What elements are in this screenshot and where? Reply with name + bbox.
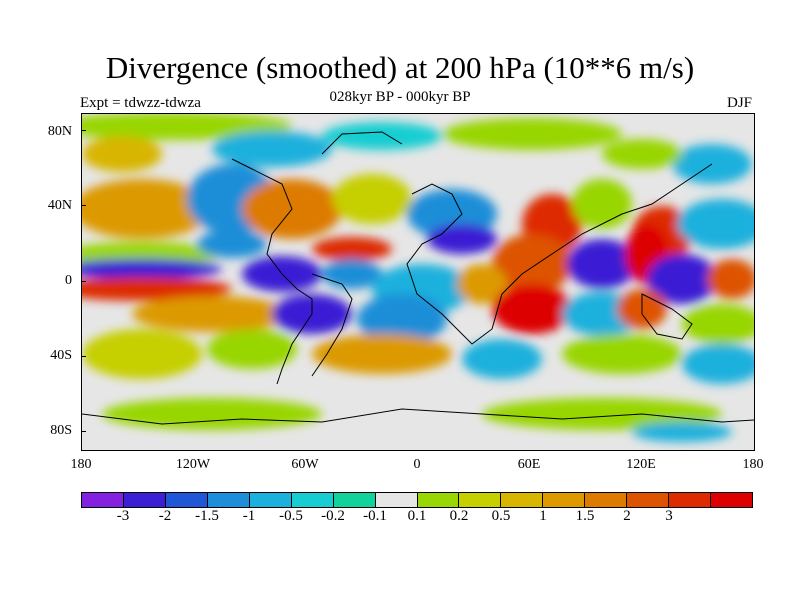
colorbar-label: 0.1: [407, 508, 427, 524]
map-subtitle: 028kyr BP - 000kyr BP: [329, 89, 471, 105]
colorbar-label: 0.2: [449, 508, 469, 524]
colorbar-label: -0.2: [321, 508, 345, 524]
colorbar-cell: [585, 493, 628, 507]
colorbar-cell: [123, 493, 166, 507]
lon-label-60e: 60E: [517, 457, 541, 472]
lat-label-40s: 40S: [50, 348, 72, 363]
lon-label-180w: 180: [70, 457, 92, 472]
colorbar-cell: [417, 493, 460, 507]
season-label: DJF: [726, 95, 752, 111]
colorbar-cell: [627, 493, 670, 507]
experiment-label: Expt = tdwzz-tdwza: [80, 95, 201, 111]
colorbar-cell: [291, 493, 334, 507]
lat-label-80n: 80N: [47, 124, 72, 139]
colorbar-cell: [165, 493, 208, 507]
colorbar-label: 2: [623, 508, 631, 524]
colorbar-label: -2: [158, 508, 172, 524]
colorbar-cell: [82, 493, 124, 507]
colorbar-label: -1.5: [195, 508, 219, 524]
divergence-map: [81, 113, 755, 451]
lon-label-180e: 180: [742, 457, 764, 472]
lat-label-80s: 80S: [50, 423, 72, 438]
lat-label-40n: 40N: [47, 198, 72, 213]
colorbar-label: -0.5: [279, 508, 303, 524]
lon-label-60w: 60W: [291, 457, 319, 472]
lon-label-120w: 120W: [175, 457, 211, 472]
colorbar-cell: [501, 493, 544, 507]
colorbar-label: 3: [665, 508, 673, 524]
colorbar-label: -3: [116, 508, 130, 524]
colorbar-cell: [375, 493, 418, 507]
colorbar-cell: [333, 493, 376, 507]
map-canvas: [82, 114, 754, 450]
colorbar-label: 0.5: [491, 508, 511, 524]
map-title: Divergence (smoothed) at 200 hPa (10**6 …: [105, 50, 695, 85]
colorbar-cell: [669, 493, 712, 507]
lat-label-eq: 0: [65, 273, 72, 288]
colorbar-cell: [459, 493, 502, 507]
lon-label-120e: 120E: [626, 457, 656, 472]
colorbar-cell: [711, 493, 752, 507]
lon-label-0: 0: [413, 457, 421, 472]
colorbar: [81, 492, 753, 508]
colorbar-cell: [543, 493, 586, 507]
colorbar-label: -1: [242, 508, 256, 524]
colorbar-label: -0.1: [363, 508, 387, 524]
colorbar-label: 1.5: [575, 508, 595, 524]
colorbar-cell: [207, 493, 250, 507]
colorbar-cell: [249, 493, 292, 507]
colorbar-label: 1: [539, 508, 547, 524]
